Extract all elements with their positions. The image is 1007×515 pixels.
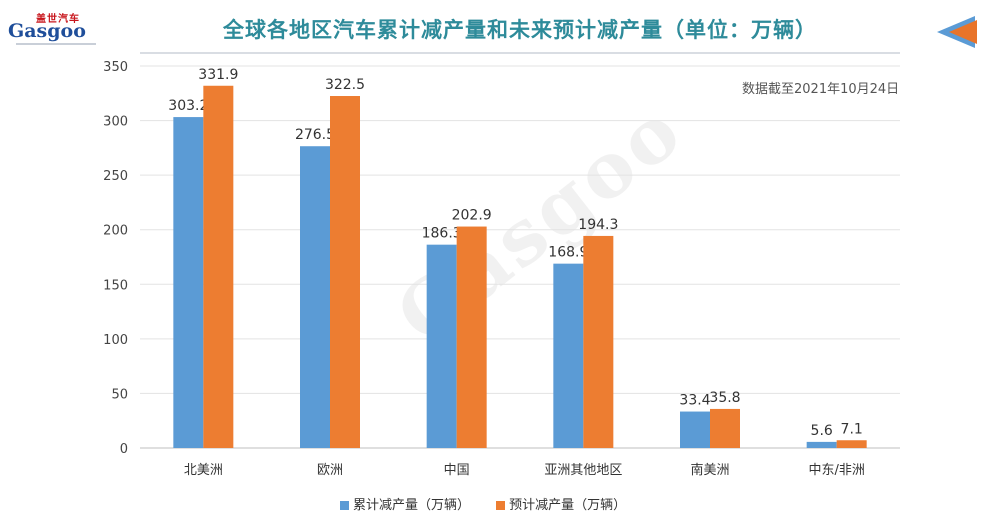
x-tick-label: 南美洲 bbox=[690, 462, 729, 478]
data-label: 202.9 bbox=[452, 208, 492, 224]
data-label: 33.4 bbox=[679, 393, 710, 409]
logo-top-text: 盖世汽车 bbox=[36, 14, 80, 25]
y-tick-label: 250 bbox=[103, 169, 128, 184]
legend-swatch-series1 bbox=[340, 501, 349, 510]
y-tick-label: 200 bbox=[103, 224, 128, 239]
chart-legend: 累计减产量（万辆） 预计减产量（万辆） bbox=[340, 494, 648, 513]
y-tick-label: 300 bbox=[103, 115, 128, 130]
legend-label-series1: 累计减产量（万辆） bbox=[353, 498, 471, 513]
data-label: 303.2 bbox=[168, 98, 208, 114]
bar bbox=[330, 96, 360, 448]
y-tick-label: 150 bbox=[103, 278, 128, 293]
data-label: 186.3 bbox=[422, 226, 462, 242]
data-label: 35.8 bbox=[709, 390, 740, 406]
x-tick-label: 亚洲其他地区 bbox=[544, 463, 622, 478]
data-label: 7.1 bbox=[841, 421, 863, 437]
y-tick-label: 50 bbox=[111, 387, 128, 402]
bar bbox=[456, 226, 487, 448]
legend-label-series2: 预计减产量（万辆） bbox=[509, 498, 627, 513]
x-tick-label: 中东/非洲 bbox=[808, 463, 864, 478]
data-label: 331.9 bbox=[198, 67, 238, 83]
data-label: 5.6 bbox=[811, 423, 833, 439]
bar bbox=[583, 235, 614, 448]
legend-swatch-series2 bbox=[496, 501, 506, 510]
legend-item-series2: 预计减产量（万辆） bbox=[496, 494, 626, 513]
logo-underline bbox=[16, 43, 96, 45]
bar bbox=[203, 85, 234, 449]
chart-title: 全球各地区汽车累计减产量和未来预计减产量（单位：万辆） bbox=[223, 18, 817, 42]
bar bbox=[300, 146, 330, 448]
bar bbox=[710, 408, 740, 448]
bar bbox=[553, 263, 584, 448]
x-tick-label: 欧洲 bbox=[317, 463, 343, 478]
bar bbox=[680, 411, 710, 448]
data-label: 322.5 bbox=[325, 77, 365, 93]
y-tick-label: 100 bbox=[103, 333, 128, 348]
data-date-note: 数据截至2021年10月24日 bbox=[742, 82, 900, 97]
gasgoo-logo: 盖世汽车 Gasgoo bbox=[8, 10, 104, 46]
bar bbox=[426, 244, 457, 448]
bar bbox=[806, 441, 837, 448]
bar bbox=[836, 440, 867, 448]
data-label: 168.9 bbox=[548, 245, 588, 261]
header-divider bbox=[140, 52, 900, 54]
data-label: 194.3 bbox=[578, 217, 618, 233]
back-arrow-icon[interactable] bbox=[935, 14, 979, 50]
bar bbox=[173, 117, 204, 448]
x-tick-label: 北美洲 bbox=[184, 463, 223, 478]
legend-item-series1: 累计减产量（万辆） bbox=[340, 494, 470, 513]
y-tick-label: 0 bbox=[120, 442, 128, 457]
logo-text: Gasgoo bbox=[8, 20, 86, 42]
x-tick-label: 中国 bbox=[444, 463, 470, 478]
y-tick-label: 350 bbox=[103, 60, 128, 75]
data-label: 276.5 bbox=[295, 127, 335, 143]
